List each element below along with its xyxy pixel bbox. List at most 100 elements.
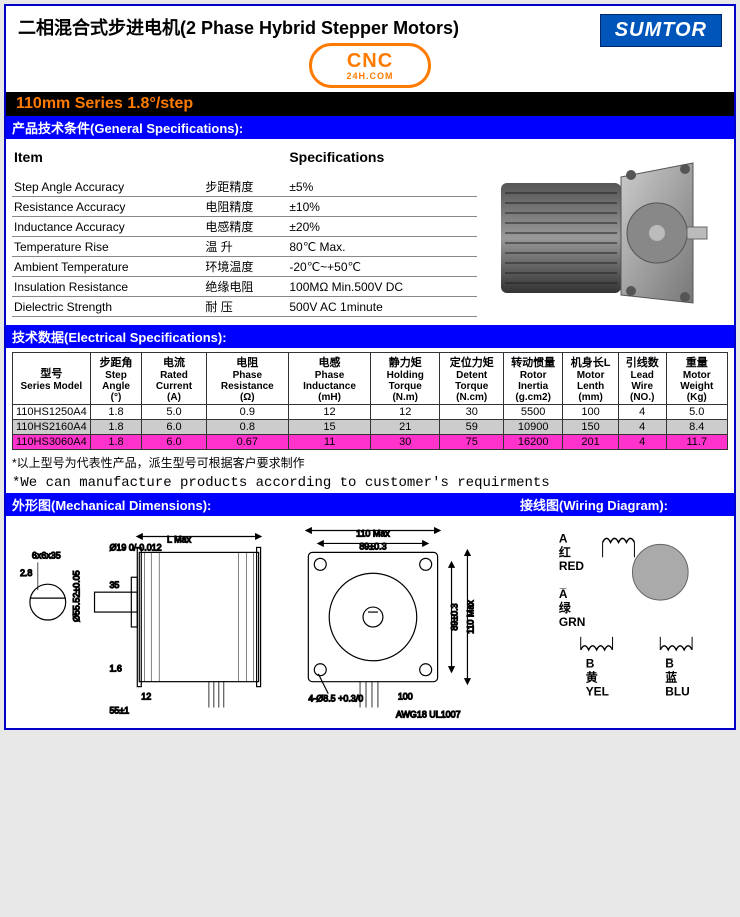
- cell: 耐 压: [203, 297, 287, 317]
- datasheet-page: 二相混合式步进电机(2 Phase Hybrid Stepper Motors)…: [4, 4, 736, 730]
- cell: 1.8: [90, 405, 142, 420]
- svg-text:35: 35: [109, 580, 119, 590]
- cell: ±20%: [287, 217, 477, 237]
- section-electrical: 技术数据(Electrical Specifications):: [6, 325, 734, 348]
- cell: 0.9: [206, 405, 288, 420]
- table-row: 110HS2160A41.86.00.81521591090015048.4: [13, 420, 728, 435]
- cell: 100: [563, 405, 619, 420]
- cnc-logo: CNC 24H.COM: [309, 43, 430, 88]
- cell: 30: [371, 435, 440, 450]
- cell: 6.0: [142, 435, 206, 450]
- table-row: Insulation Resistance绝缘电阻100MΩ Min.500V …: [12, 277, 477, 297]
- title-cn: 二相混合式步进电机: [18, 18, 180, 38]
- title-en: (2 Phase Hybrid Stepper Motors): [180, 18, 459, 38]
- col-header: 重量Motor Weight(Kg): [666, 353, 727, 405]
- cell: 环境温度: [203, 257, 287, 277]
- table-row: Step Angle Accuracy步距精度±5%: [12, 177, 477, 197]
- cell: -20℃~+50℃: [287, 257, 477, 277]
- cell: Step Angle Accuracy: [12, 177, 203, 197]
- cell: 5.0: [666, 405, 727, 420]
- col-header: 转动惯量Rotor Inertia(g.cm2): [504, 353, 563, 405]
- cell: 4: [618, 405, 666, 420]
- note-cn: *以上型号为代表性产品，派生型号可根据客户要求制作: [6, 452, 734, 473]
- cell: 10900: [504, 420, 563, 435]
- svg-text:黄: 黄: [586, 671, 598, 685]
- cnc-logo-sub: 24H.COM: [346, 71, 393, 81]
- svg-text:6x6x35: 6x6x35: [32, 550, 61, 560]
- svg-text:BLU: BLU: [665, 685, 690, 699]
- cell: 0.8: [206, 420, 288, 435]
- cell: 100MΩ Min.500V DC: [287, 277, 477, 297]
- general-spec-area: Item Specifications Step Angle Accuracy步…: [6, 139, 734, 325]
- svg-text:Ø55.52±0.05: Ø55.52±0.05: [72, 570, 82, 622]
- cell: 电阻精度: [203, 197, 287, 217]
- svg-text:55±1: 55±1: [109, 705, 129, 715]
- table-row: Inductance Accuracy电感精度±20%: [12, 217, 477, 237]
- cell: 15: [288, 420, 370, 435]
- col-header: 步距角Step Angle(°): [90, 353, 142, 405]
- table-row: Temperature Rise温 升80℃ Max.: [12, 237, 477, 257]
- cell: 75: [440, 435, 504, 450]
- svg-text:B̅: B̅: [665, 657, 674, 671]
- brand-badge: SUMTOR: [600, 14, 722, 47]
- col-header: 引线数Lead Wire(NO.): [618, 353, 666, 405]
- svg-text:红: 红: [559, 545, 571, 559]
- cell: Ambient Temperature: [12, 257, 203, 277]
- svg-text:12: 12: [141, 692, 151, 702]
- col-header: 电感Phase Inductance(mH): [288, 353, 370, 405]
- col-spec: Specifications: [287, 143, 477, 177]
- svg-text:A: A: [559, 531, 568, 545]
- col-header: 型号Series Model: [13, 353, 91, 405]
- electrical-spec-table: 型号Series Model步距角Step Angle(°)电流Rated Cu…: [12, 352, 728, 450]
- note-en: *We can manufacture products according t…: [6, 473, 734, 493]
- cell: 500V AC 1minute: [287, 297, 477, 317]
- cell: Insulation Resistance: [12, 277, 203, 297]
- cell: 0.67: [206, 435, 288, 450]
- cell: ±5%: [287, 177, 477, 197]
- cell: 11.7: [666, 435, 727, 450]
- svg-text:100: 100: [398, 692, 413, 702]
- series-bar: 110mm Series 1.8°/step: [6, 92, 734, 116]
- cell: 温 升: [203, 237, 287, 257]
- svg-text:Ø19 0/-0.012: Ø19 0/-0.012: [109, 542, 161, 552]
- general-spec-table: Item Specifications Step Angle Accuracy步…: [12, 143, 477, 317]
- cell: 110HS3060A4: [13, 435, 91, 450]
- table-row: Resistance Accuracy电阻精度±10%: [12, 197, 477, 217]
- cell: 电感精度: [203, 217, 287, 237]
- cell: 59: [440, 420, 504, 435]
- cell: 12: [288, 405, 370, 420]
- section-wiring: 接线图(Wiring Diagram):: [520, 495, 728, 514]
- mechanical-drawing: 6x6x35 2.8 L Max Ø19 0/-0.012 35 Ø55.: [10, 522, 527, 722]
- table-row: 110HS3060A41.86.00.6711307516200201411.7: [13, 435, 728, 450]
- cell: Inductance Accuracy: [12, 217, 203, 237]
- cell: 11: [288, 435, 370, 450]
- section-mechanical: 外形图(Mechanical Dimensions):: [12, 495, 520, 514]
- cell: 150: [563, 420, 619, 435]
- col-header: 定位力矩Detent Torque(N.cm): [440, 353, 504, 405]
- cell: 6.0: [142, 420, 206, 435]
- svg-text:1.6: 1.6: [109, 664, 121, 674]
- logo-row: CNC 24H.COM: [6, 43, 734, 88]
- col-item: Item: [12, 143, 203, 177]
- col-header: 机身长LMotor Lenth(mm): [563, 353, 619, 405]
- col-header: 电阻Phase Resistance(Ω): [206, 353, 288, 405]
- cell: 110HS2160A4: [13, 420, 91, 435]
- elec-area: 型号Series Model步距角Step Angle(°)电流Rated Cu…: [6, 348, 734, 452]
- cell: 4: [618, 420, 666, 435]
- svg-text:蓝: 蓝: [665, 671, 677, 685]
- cell: 16200: [504, 435, 563, 450]
- mechanical-diagram-area: 6x6x35 2.8 L Max Ø19 0/-0.012 35 Ø55.: [6, 516, 734, 728]
- cell: Dielectric Strength: [12, 297, 203, 317]
- col-header: 电流Rated Current(A): [142, 353, 206, 405]
- cell: ±10%: [287, 197, 477, 217]
- svg-text:A̅: A̅: [559, 587, 568, 601]
- col-header: 静力矩Holding Torque(N.m): [371, 353, 440, 405]
- table-row: Dielectric Strength耐 压500V AC 1minute: [12, 297, 477, 317]
- svg-text:AWG18 UL1007: AWG18 UL1007: [396, 709, 461, 719]
- motor-photo: [483, 143, 709, 319]
- cell: 绝缘电阻: [203, 277, 287, 297]
- cnc-logo-text: CNC: [347, 50, 393, 72]
- cell: 步距精度: [203, 177, 287, 197]
- cell: Temperature Rise: [12, 237, 203, 257]
- svg-text:GRN: GRN: [559, 615, 586, 629]
